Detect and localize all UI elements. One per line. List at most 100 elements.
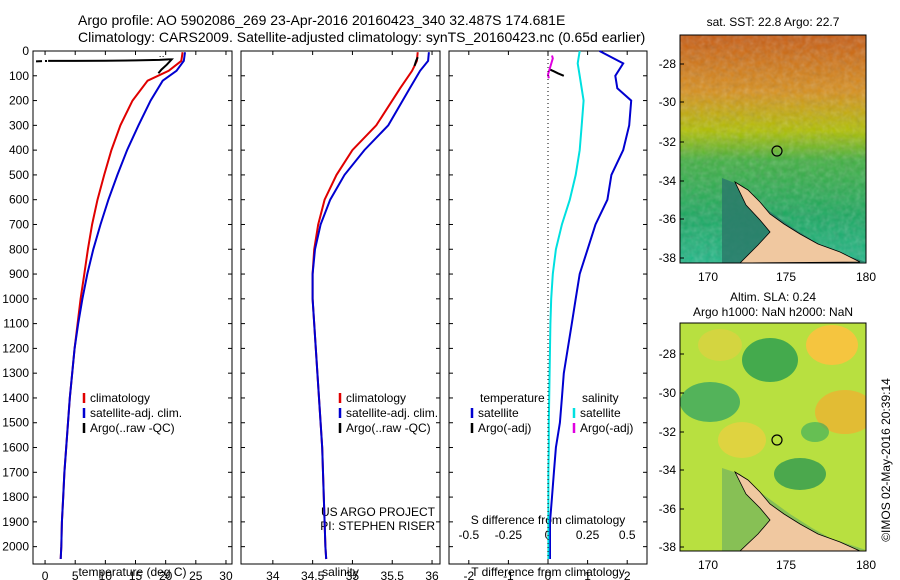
xtick-label-temperature: 0 xyxy=(42,569,49,580)
sla-map-title-1: Altim. SLA: 0.24 xyxy=(730,290,816,304)
ytick-label-depth: 700 xyxy=(9,217,29,231)
sla-map-lat-label: -32 xyxy=(659,425,677,439)
sla-map-lon-label: 175 xyxy=(776,558,796,572)
xtick2-label-salinity-difference: 0.5 xyxy=(619,528,636,542)
sla-map-lat-label: -38 xyxy=(659,540,677,554)
xtick-label-salinity: 34.5 xyxy=(301,569,325,580)
sla-map-lat-label: -34 xyxy=(659,463,677,477)
ytick-label-depth: 1000 xyxy=(2,292,29,306)
ytick-label-depth: 900 xyxy=(9,267,29,281)
difference-legend-title-salinity: salinity xyxy=(582,391,619,405)
ytick-label-depth: 1900 xyxy=(2,515,29,529)
ytick-label-depth: 1400 xyxy=(2,391,29,405)
ytick-label-depth: 1500 xyxy=(2,416,29,430)
ytick-label-depth: 0 xyxy=(22,44,29,58)
series-line-temperature-0 xyxy=(59,52,184,560)
xtick-label-difference: 1 xyxy=(584,569,591,580)
xtick-label-salinity: 35 xyxy=(346,569,360,580)
difference-legend-title-temperature: temperature xyxy=(480,391,545,405)
header-line-1: Argo profile: AO 5902086_269 23-Apr-2016… xyxy=(78,12,566,28)
ytick-label-depth: 200 xyxy=(9,94,29,108)
xtick-label-salinity: 36 xyxy=(425,569,439,580)
ytick-label-depth: 2000 xyxy=(2,540,29,554)
sst-argo-location-marker xyxy=(771,145,783,157)
temperature-panel-frame xyxy=(32,50,233,565)
sst-map-lat-label: -36 xyxy=(659,212,677,226)
series-line-temperature-1 xyxy=(59,52,186,560)
difference-t-legend-label-0: satellite xyxy=(478,406,519,420)
xtick2-label-salinity-difference: 0.25 xyxy=(576,528,600,542)
salinity-legend-label-2: Argo(..raw -QC) xyxy=(346,421,431,435)
xtick-label-temperature: 20 xyxy=(159,569,173,580)
sst-map-title: sat. SST: 22.8 Argo: 22.7 xyxy=(707,15,840,29)
xtick-label-salinity: 34 xyxy=(266,569,280,580)
pi-credit: PI: STEPHEN RISER xyxy=(320,519,435,533)
ytick-label-depth: 800 xyxy=(9,242,29,256)
sst-map-lat-label: -30 xyxy=(659,95,677,109)
xlabel-salinity: salinity xyxy=(322,565,359,579)
xtick-label-temperature: 10 xyxy=(99,569,113,580)
ytick-label-depth: 1200 xyxy=(2,341,29,355)
sla-map-title-2: Argo h1000: NaN h2000: NaN xyxy=(693,305,853,319)
sla-argo-location-marker xyxy=(771,434,783,446)
difference-s-legend-label-1: Argo(-adj) xyxy=(580,421,633,435)
difference-t-legend-label-1: Argo(-adj) xyxy=(478,421,531,435)
series-line-salinity-1 xyxy=(311,52,430,560)
salinity-legend-label-1: satellite-adj. clim. xyxy=(346,406,438,420)
ytick-label-depth: 1600 xyxy=(2,441,29,455)
sla-map-lat-label: -30 xyxy=(659,386,677,400)
ytick-label-depth: 100 xyxy=(9,69,29,83)
series-line-difference-1 xyxy=(547,50,585,559)
sla-map-lon-label: 180 xyxy=(856,558,876,572)
ytick-label-depth: 1300 xyxy=(2,366,29,380)
sst-map-coastline xyxy=(722,178,866,263)
xtick2-label-salinity-difference: -0.5 xyxy=(458,528,479,542)
temperature-legend-label-1: satellite-adj. clim. xyxy=(90,406,182,420)
ytick-label-depth: 1800 xyxy=(2,490,29,504)
project-credit: US ARGO PROJECT xyxy=(321,505,436,519)
sst-map-lat-label: -34 xyxy=(659,174,677,188)
xtick2-label-salinity-difference: -0.25 xyxy=(495,528,523,542)
sla-map xyxy=(680,323,866,551)
xtick-label-difference: 2 xyxy=(624,569,631,580)
sla-map-lon-label: 170 xyxy=(698,558,718,572)
sla-map-lat-label: -28 xyxy=(659,347,677,361)
sst-map-frame xyxy=(679,34,867,264)
xtick-label-temperature: 30 xyxy=(219,569,233,580)
ytick-label-depth: 600 xyxy=(9,193,29,207)
series-line-difference-0 xyxy=(549,50,633,559)
series-line-temperature-2 xyxy=(48,58,174,74)
xtick-label-temperature: 15 xyxy=(129,569,143,580)
series-line-difference-3 xyxy=(546,55,554,79)
xtick-label-difference: -2 xyxy=(463,569,474,580)
sst-map xyxy=(680,35,866,263)
salinity-panel-frame xyxy=(240,50,441,565)
sst-map-lat-label: -32 xyxy=(659,135,677,149)
xtick-label-temperature: 5 xyxy=(72,569,79,580)
header-line-2: Climatology: CARS2009. Satellite-adjuste… xyxy=(78,29,646,45)
sst-map-lat-label: -38 xyxy=(659,251,677,265)
xlabel-difference: T difference from climatology xyxy=(471,565,625,579)
sst-map-lon-label: 180 xyxy=(856,270,876,284)
sst-map-lon-label: 175 xyxy=(776,270,796,284)
ytick-label-depth: 300 xyxy=(9,118,29,132)
temperature-legend-label-0: climatology xyxy=(90,391,150,405)
xtick-label-salinity: 35.5 xyxy=(381,569,405,580)
temperature-legend-label-2: Argo(..raw -QC) xyxy=(90,421,175,435)
salinity-legend-label-0: climatology xyxy=(346,391,406,405)
series-line-salinity-0 xyxy=(311,52,419,560)
xtick-label-temperature: 25 xyxy=(189,569,203,580)
xtick-label-difference: 0 xyxy=(545,569,552,580)
difference-s-legend-label-0: satellite xyxy=(580,406,621,420)
ytick-label-depth: 500 xyxy=(9,168,29,182)
xtick-label-difference: -1 xyxy=(503,569,514,580)
sst-map-lon-label: 170 xyxy=(698,270,718,284)
sst-map-lat-label: -28 xyxy=(659,57,677,71)
ytick-label-depth: 1100 xyxy=(3,317,29,331)
sla-map-frame xyxy=(679,322,867,552)
ytick-label-depth: 1700 xyxy=(2,465,29,479)
ytick-label-depth: 400 xyxy=(9,143,29,157)
series-line-salinity-2 xyxy=(413,56,419,67)
sla-map-lat-label: -36 xyxy=(659,502,677,516)
imos-credit: ©IMOS 02-May-2016 20:39:14 xyxy=(879,378,893,542)
